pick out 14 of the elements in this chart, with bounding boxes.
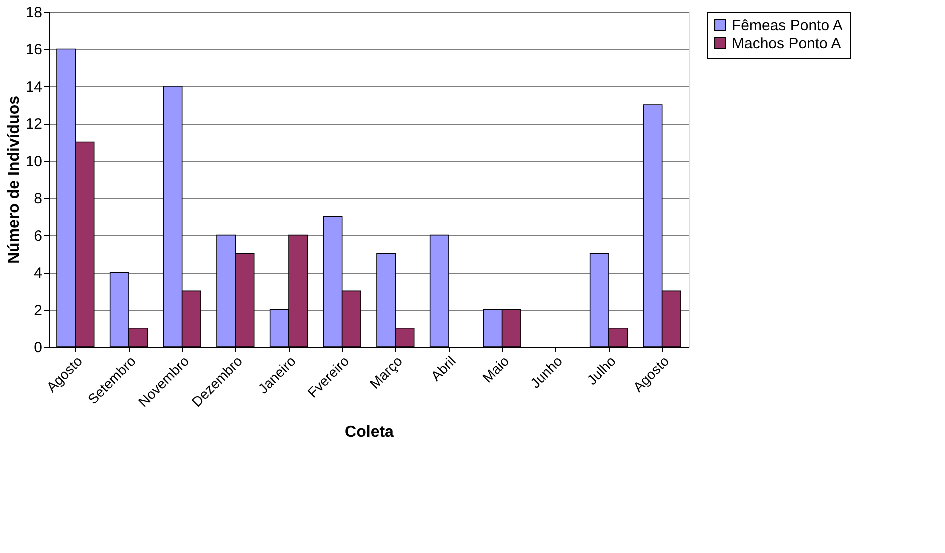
y-tick-label: 16 — [26, 42, 42, 59]
legend-label: Fêmeas Ponto A — [732, 18, 843, 34]
x-axis-title: Coleta — [345, 424, 394, 442]
y-tick-label: 6 — [34, 228, 42, 245]
y-tick-label: 10 — [26, 153, 42, 170]
y-tick-label: 8 — [34, 190, 42, 208]
y-tick-label: 14 — [26, 78, 42, 96]
y-tick-label: 4 — [34, 265, 42, 282]
y-axis-title: Número de Indivíduos — [6, 96, 23, 264]
y-tick-label: 0 — [34, 340, 42, 356]
y-tick-label: 2 — [34, 302, 42, 320]
y-tick-label: 12 — [26, 116, 42, 134]
y-tick-label: 18 — [26, 4, 42, 22]
legend-label: Machos Ponto A — [732, 36, 842, 52]
